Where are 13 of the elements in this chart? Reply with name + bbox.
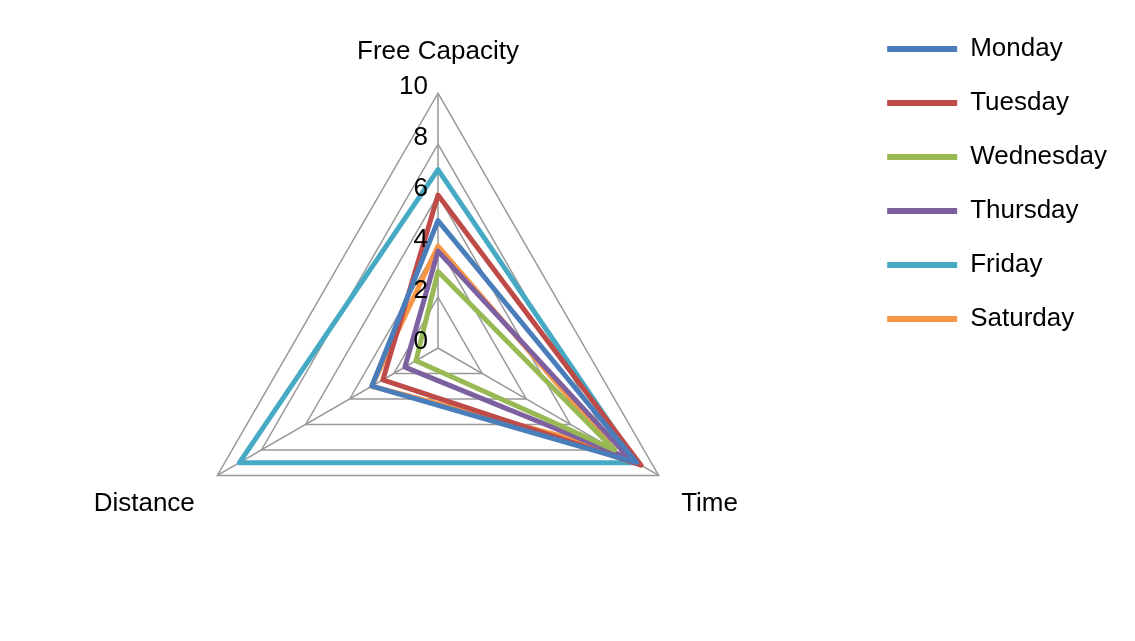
legend-label: Wednesday — [970, 140, 1108, 171]
y-tick-label: 2 — [413, 274, 428, 305]
spoke-label: Free Capacity — [357, 34, 519, 65]
legend-label: Friday — [970, 248, 1043, 279]
legend-label: Thursday — [970, 194, 1079, 225]
y-tick-label: 8 — [413, 121, 428, 152]
spoke-label: Time — [681, 487, 738, 518]
legend-label: Saturday — [970, 302, 1075, 333]
spoke-label: Distance — [93, 487, 195, 518]
y-tick-label: 0 — [413, 325, 428, 356]
y-tick-label: 10 — [399, 70, 428, 101]
legend-label: Tuesday — [970, 86, 1069, 117]
legend-label: Monday — [970, 32, 1063, 63]
